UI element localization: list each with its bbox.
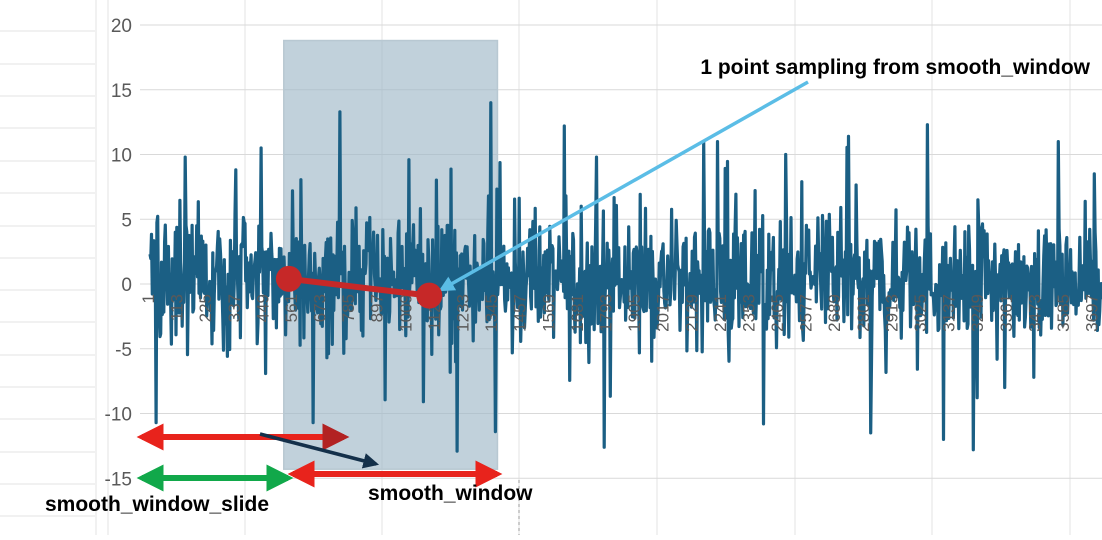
x-tick-label: 337 — [225, 294, 244, 322]
y-tick-label: -5 — [115, 340, 132, 361]
x-tick-label: 2241 — [711, 294, 730, 332]
x-tick-label: 3585 — [1054, 294, 1073, 332]
sampling-pointer-arrow — [438, 80, 809, 292]
sample-connector-line — [288, 275, 430, 299]
sample-point-2 — [416, 282, 443, 309]
x-tick-label: 1009 — [396, 294, 415, 332]
x-tick-label: 1793 — [596, 294, 615, 332]
smooth-window-label: smooth_window — [368, 482, 533, 505]
x-tick-label: 3137 — [940, 294, 959, 332]
x-tick-label: 3361 — [997, 294, 1016, 332]
y-tick-label: 0 — [121, 275, 132, 296]
x-tick-label: 113 — [168, 294, 187, 321]
smooth-window-slide-label: smooth_window_slide — [45, 493, 269, 516]
y-tick-label: 10 — [111, 146, 132, 167]
x-tick-label: 673 — [311, 294, 330, 322]
y-tick-label: 5 — [121, 210, 132, 231]
x-tick-label: 449 — [253, 294, 272, 322]
x-tick-label: 561 — [282, 294, 301, 322]
x-tick-label: 2577 — [797, 294, 816, 332]
x-tick-label: 785 — [339, 294, 358, 322]
x-tick-label: 3025 — [911, 294, 930, 332]
x-tick-label: 2913 — [882, 294, 901, 332]
y-tick-label: 15 — [111, 81, 132, 102]
x-tick-label: 2801 — [854, 294, 873, 332]
x-tick-label: 1681 — [568, 294, 587, 332]
x-axis-tick-labels: 1 113 225 337 449 561 673 785 897 1009 1121 1233 134… — [139, 294, 1102, 332]
x-tick-label: 3473 — [1025, 294, 1044, 332]
x-tick-label: 2017 — [654, 294, 673, 332]
sampling-annotation-label: 1 point sampling from smooth_window — [700, 56, 1090, 79]
x-tick-label: 225 — [196, 294, 215, 322]
annotation-layer — [136, 80, 809, 492]
x-tick-label: 1569 — [539, 294, 558, 332]
x-tick-label: 3249 — [968, 294, 987, 332]
x-tick-label: 2689 — [825, 294, 844, 332]
x-tick-label: 897 — [368, 294, 387, 322]
x-tick-label: 1 — [139, 294, 158, 303]
x-tick-label: 3697 — [1083, 294, 1102, 332]
slide-direction-arrow — [259, 432, 380, 469]
x-tick-label: 2129 — [682, 294, 701, 332]
y-tick-label: 20 — [111, 16, 132, 37]
x-tick-label: 1345 — [482, 294, 501, 332]
sample-point-1 — [275, 265, 302, 292]
signal-series-line — [148, 101, 1102, 453]
x-tick-label: 2465 — [768, 294, 787, 332]
x-tick-label: 1905 — [625, 294, 644, 332]
y-tick-label: -10 — [105, 405, 132, 426]
x-tick-label: 2353 — [739, 294, 758, 332]
y-tick-label: -15 — [105, 469, 132, 490]
x-tick-label: 1457 — [511, 294, 530, 332]
x-tick-label: 1233 — [454, 294, 473, 332]
y-axis-tick-labels: -15 -10 -5 0 5 10 15 20 — [105, 16, 132, 490]
